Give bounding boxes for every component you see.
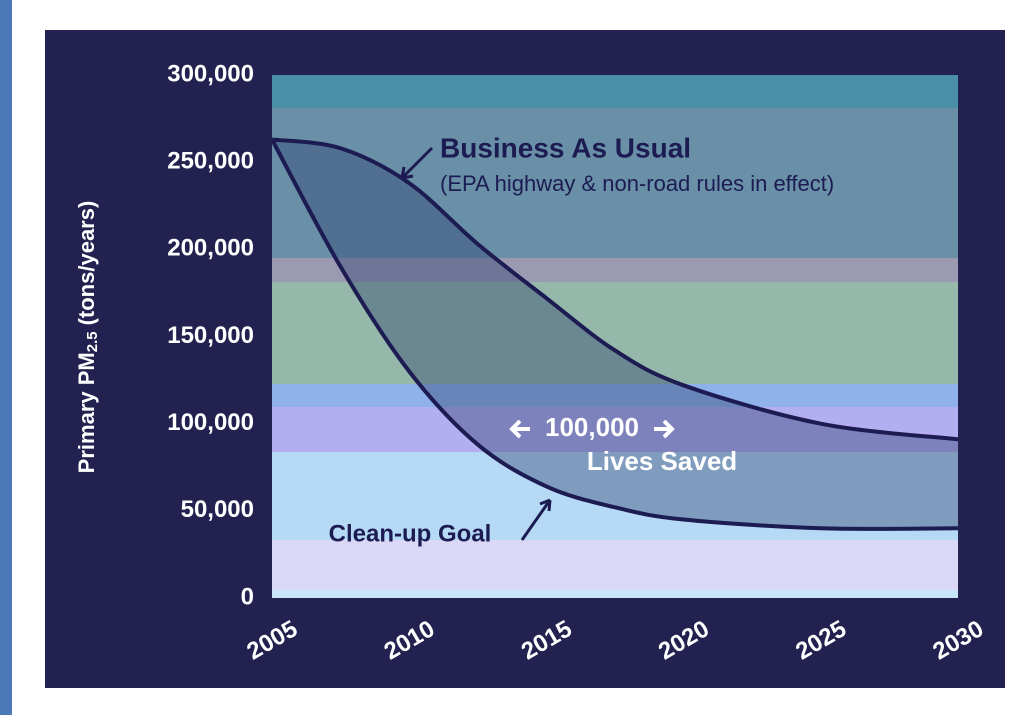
- band: [272, 384, 958, 407]
- gap-area: [272, 139, 958, 529]
- band: [272, 282, 958, 384]
- y-tick-label: 200,000: [167, 235, 254, 262]
- bau-label: Business As Usual: [440, 132, 691, 163]
- y-label-main: Primary PM: [74, 352, 99, 473]
- saved-number: 100,000: [545, 412, 639, 442]
- band: [272, 407, 958, 452]
- cleanup-pointer: [520, 498, 552, 541]
- y-label-unit: (tons/years): [74, 201, 99, 326]
- band: [272, 590, 958, 598]
- y-axis-label: Primary PM2.5 (tons/years): [74, 201, 101, 474]
- left-edge: [0, 0, 12, 715]
- band: [272, 75, 958, 108]
- band: [272, 540, 958, 590]
- band: [272, 108, 958, 258]
- y-tick-label: 100,000: [167, 409, 254, 436]
- y-tick-label: 150,000: [167, 322, 254, 349]
- y-tick-label: 50,000: [181, 496, 254, 523]
- band: [272, 452, 958, 540]
- saved-text: Lives Saved: [587, 446, 737, 476]
- series-line: [271, 137, 959, 442]
- y-label-sub: 2.5: [84, 331, 101, 352]
- cleanup-label: Clean-up Goal: [329, 520, 492, 547]
- bands: [272, 75, 958, 598]
- y-tick-label: 300,000: [167, 60, 254, 87]
- band: [272, 258, 958, 282]
- saved-arrows: [509, 419, 675, 439]
- bau-note: (EPA highway & non-road rules in effect): [440, 171, 834, 196]
- series-line: [270, 138, 959, 531]
- plot: [270, 137, 959, 531]
- y-tick-label: 250,000: [167, 148, 254, 175]
- bau-pointer: [400, 146, 434, 180]
- y-tick-label: 0: [241, 583, 254, 610]
